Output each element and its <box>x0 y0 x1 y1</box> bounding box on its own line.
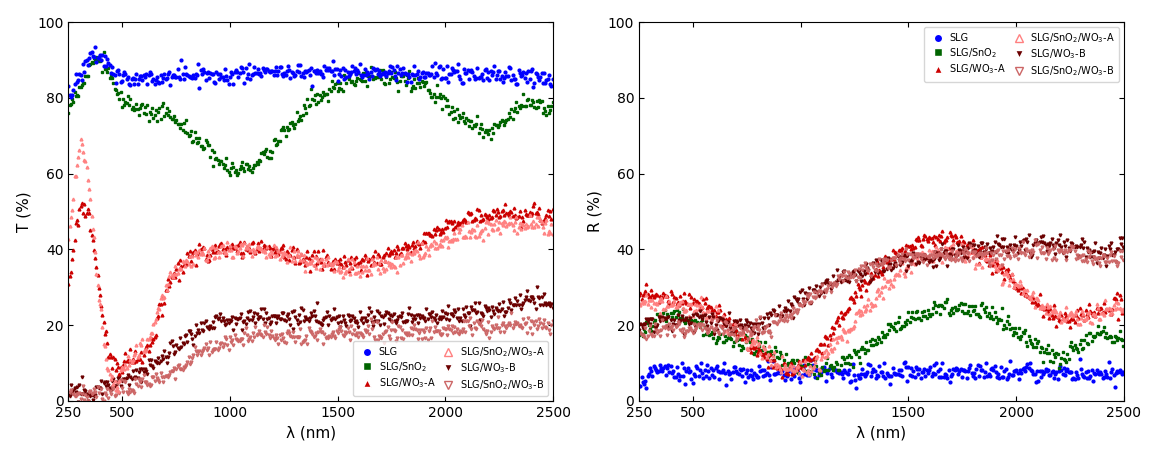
Y-axis label: T (%): T (%) <box>16 191 31 232</box>
Legend: SLG, SLG/SnO$_2$, SLG/WO$_3$-A, SLG/SnO$_2$/WO$_3$-A, SLG/WO$_3$-B, SLG/SnO$_2$/: SLG, SLG/SnO$_2$, SLG/WO$_3$-A, SLG/SnO$… <box>353 341 548 396</box>
Y-axis label: R (%): R (%) <box>587 191 602 233</box>
Legend: SLG, SLG/SnO$_2$, SLG/WO$_3$-A, SLG/SnO$_2$/WO$_3$-A, SLG/WO$_3$-B, SLG/SnO$_2$/: SLG, SLG/SnO$_2$, SLG/WO$_3$-A, SLG/SnO$… <box>924 27 1119 82</box>
X-axis label: λ (nm): λ (nm) <box>857 425 907 441</box>
X-axis label: λ (nm): λ (nm) <box>286 425 336 441</box>
